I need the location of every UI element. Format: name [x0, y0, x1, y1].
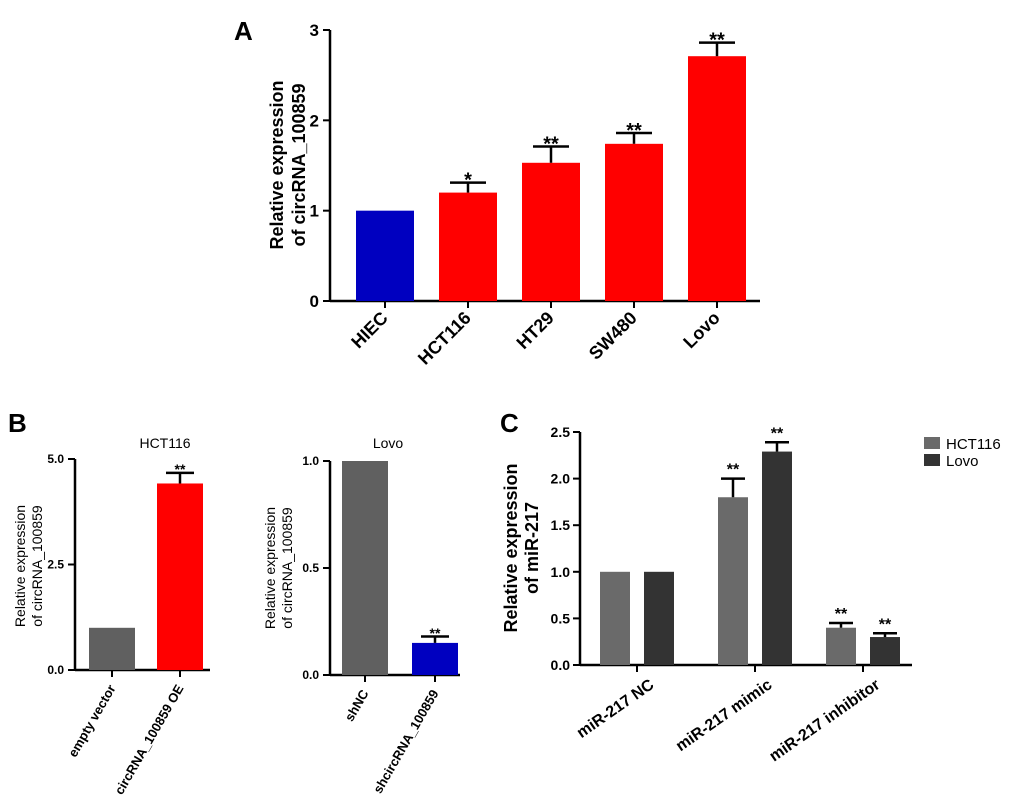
significance-label: ** [771, 425, 784, 442]
panel-a-label: A [234, 16, 253, 46]
significance-label: ** [430, 625, 441, 641]
bar-hct116 [439, 192, 497, 301]
panel-a-ylabel: Relative expression of circRNA_100859 [267, 80, 309, 249]
y-tick-label: 2.0 [551, 471, 571, 487]
panel-b1-ylabel-line2: of circRNA_100859 [29, 505, 45, 627]
x-category-label: HCT116 [414, 308, 475, 369]
bar-hct116-1 [600, 571, 630, 665]
panel-a: A Relative expression of circRNA_100859 … [234, 16, 760, 369]
bar-shnc [342, 461, 388, 675]
y-tick-label: 0.0 [47, 663, 64, 677]
x-category-label: shNC [342, 686, 372, 723]
y-tick-label: 0.0 [302, 668, 319, 682]
bar-lovo-2 [762, 451, 792, 665]
significance-label: * [464, 170, 472, 192]
panel-b2-ylabel-line2: of circRNA_100859 [279, 507, 295, 629]
panel-b1-title: HCT116 [139, 435, 190, 451]
bar-hct116-2 [718, 497, 748, 665]
y-tick-label: 5.0 [47, 452, 64, 466]
panel-c-label: C [500, 408, 519, 438]
x-category-label: SW480 [585, 308, 641, 364]
legend-swatch-hct116 [924, 437, 940, 449]
panel-b1-plot: 0.0 2.5 5.0 empty vector ** circRNA_100859 OE [47, 452, 210, 797]
y-tick-label: 0.5 [302, 561, 319, 575]
significance-label: ** [879, 616, 892, 633]
bar-hct116-3 [826, 627, 856, 665]
panel-c: C Relative expression of miR-217 0.0 0.5 1… [500, 408, 1001, 765]
panel-a-ylabel-line2: of circRNA_100859 [289, 83, 309, 246]
y-tick-label: 1.5 [551, 517, 571, 533]
panel-a-ylabel-line1: Relative expression [267, 80, 287, 249]
significance-label: ** [626, 120, 642, 142]
legend-swatch-lovo [924, 454, 940, 466]
y-tick-label: 2 [310, 111, 319, 130]
x-category-label: miR-217 mimic [673, 676, 775, 755]
significance-label: ** [727, 462, 740, 479]
y-tick-label: 3 [310, 21, 319, 40]
panel-b2-ylabel-line1: Relative expression [262, 507, 278, 629]
panel-b2-plot: 0.0 0.5 1.0 shNC ** shcircRNA_100859 [302, 454, 460, 796]
y-tick-label: 1.0 [551, 564, 571, 580]
y-tick-label: 0.0 [551, 657, 571, 673]
significance-label: ** [709, 30, 725, 52]
significance-label: ** [175, 461, 186, 477]
x-category-label: HIEC [347, 308, 392, 353]
y-tick-label: 0 [310, 292, 319, 311]
panel-b-label: B [8, 408, 27, 438]
panel-c-ylabel-line2: of miR-217 [522, 502, 542, 594]
significance-label: ** [543, 134, 559, 156]
bar-lovo-3 [870, 637, 900, 665]
panel-a-plot: 0 1 2 3 HIEC * HCT116 ** HT29 ** SW480 ** Lovo [310, 21, 760, 369]
x-category-label: Lovo [679, 308, 724, 353]
significance-label: ** [835, 606, 848, 623]
bar-empty-vector [89, 627, 135, 670]
panel-b1-ylabel-line1: Relative expression [12, 505, 28, 627]
panel-b2-title: Lovo [373, 435, 404, 451]
bar-hiec [356, 210, 414, 301]
y-tick-label: 1 [310, 202, 319, 221]
legend-label-hct116: HCT116 [946, 436, 1001, 453]
bar-lovo-1 [644, 571, 674, 665]
x-category-label: HT29 [513, 308, 558, 353]
panel-c-ylabel-line1: Relative expression [501, 463, 521, 632]
y-tick-label: 0.5 [551, 610, 571, 626]
x-category-label: empty vector [65, 682, 118, 760]
bar-shcircrna-100859 [412, 642, 458, 675]
bar-ht29 [522, 162, 580, 301]
x-category-label: circRNA_100859 OE [111, 682, 186, 797]
bar-lovo [688, 56, 746, 301]
bar-circrna-100859-oe [157, 483, 203, 670]
x-category-label: miR-217 NC [574, 676, 658, 742]
x-category-label: miR-217 inhibitor [766, 676, 883, 765]
y-tick-label: 2.5 [47, 558, 64, 572]
x-category-label: shcircRNA_100859 [370, 687, 442, 796]
panel-c-plot: 0.0 0.5 1.0 1.5 2.0 2.5 miR-217 NC ** ** miR-217 … [551, 424, 912, 765]
y-tick-label: 2.5 [551, 424, 571, 440]
y-tick-label: 1.0 [302, 454, 319, 468]
legend-label-lovo: Lovo [946, 453, 979, 470]
bar-sw480 [605, 143, 663, 301]
panel-c-legend: HCT116 Lovo [924, 436, 1001, 470]
panel-b: B HCT116 Relative expression of circRNA_… [8, 408, 460, 797]
